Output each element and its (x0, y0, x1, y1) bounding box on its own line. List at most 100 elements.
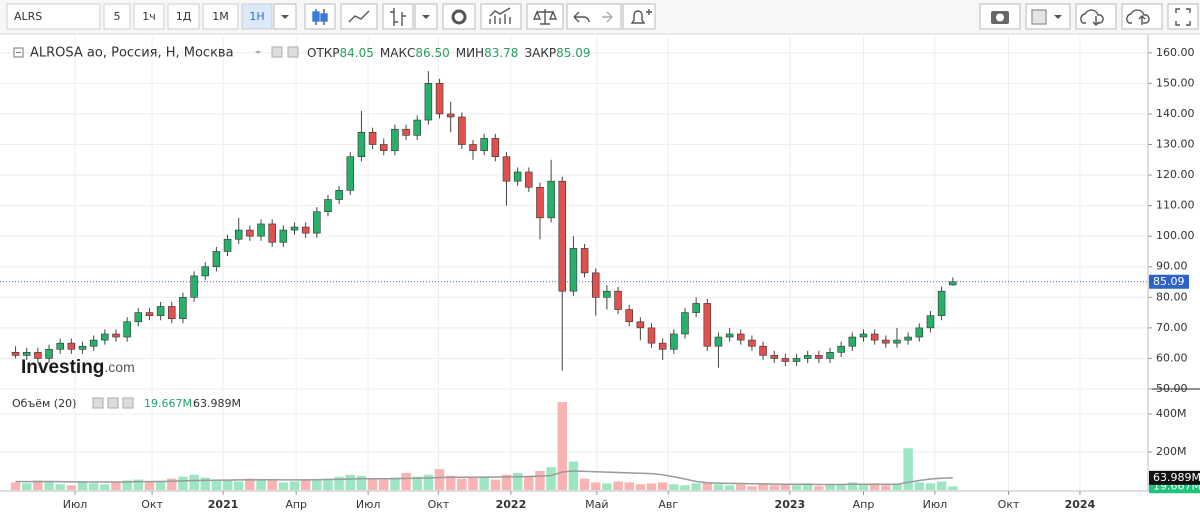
candle-body (257, 223, 265, 237)
x-tick-label: Июл (356, 498, 381, 511)
candle-button[interactable] (304, 3, 336, 30)
volume-bar (780, 484, 791, 490)
ohlc-name: МИН (456, 46, 484, 60)
volume-bar (211, 479, 222, 490)
candle-body (469, 144, 477, 151)
interval-label: 1Д (176, 10, 192, 23)
candle-body (324, 199, 332, 213)
volume-bar (21, 483, 32, 490)
y-tick-label: 110.00 (1156, 199, 1195, 212)
indicators-button[interactable] (480, 3, 522, 30)
fullscreen-button[interactable] (1167, 3, 1199, 30)
volume-bar (669, 484, 679, 490)
candle-body (313, 211, 321, 234)
volume-bar (245, 478, 255, 490)
bell-icon (630, 9, 652, 24)
volume-bar (100, 484, 110, 490)
volume-bar (490, 479, 501, 490)
candle-body (781, 358, 790, 362)
ohlc-legend: ОТКР84.05 МАКС86.50 МИН83.78 ЗАКР85.09 (307, 46, 590, 60)
candle-body (681, 312, 689, 335)
ohlc-name: ОТКР (307, 46, 340, 60)
candle-body (402, 128, 410, 136)
candle-body (915, 327, 924, 338)
candle-body (837, 345, 845, 353)
volume-bar (925, 483, 936, 490)
volume-bar (791, 485, 802, 490)
settings-icon[interactable] (287, 46, 299, 58)
candle-body (446, 113, 455, 118)
candle-body (279, 229, 288, 243)
line-button[interactable] (340, 3, 378, 30)
volume-bar (825, 484, 835, 490)
interval-button[interactable] (202, 3, 239, 30)
candle-body (368, 131, 377, 145)
x-tick-label: Апр (853, 498, 875, 511)
interval-button[interactable] (167, 3, 200, 30)
ohlc-value: 86.50 (415, 46, 449, 60)
interval-button[interactable] (133, 3, 165, 30)
candle-body (692, 303, 700, 313)
logo-name: Investing (21, 357, 104, 378)
candle-body (737, 333, 745, 341)
candle-body (580, 248, 589, 274)
interval-label: 1Н (249, 10, 264, 23)
interval-button[interactable] (241, 3, 273, 30)
candle-body (926, 315, 935, 329)
volume-bar (948, 486, 958, 490)
volume-bar (747, 486, 757, 490)
candle-body (101, 333, 109, 341)
volume-bar (814, 486, 824, 490)
volume-value: 19.667M (144, 397, 192, 410)
candle-body (770, 355, 779, 359)
last-price-tag (1149, 274, 1189, 289)
volume-bar (323, 478, 333, 490)
volume-bar (702, 482, 713, 490)
visibility-icon[interactable] (92, 397, 104, 409)
volume-bar (434, 469, 445, 490)
bar-button[interactable] (382, 3, 414, 30)
candle-body (848, 336, 857, 347)
instrument-title: ALROSA ао, Россия, Н, Москва (30, 46, 234, 61)
candle-body (558, 180, 567, 292)
visibility-icon[interactable] (271, 46, 283, 58)
candle-icon (312, 11, 320, 22)
symbol-input[interactable] (6, 3, 101, 30)
candle-body (145, 312, 154, 316)
volume-bar (111, 481, 121, 490)
volume-bar (881, 485, 891, 490)
volume-bar (479, 477, 489, 490)
candle-body (78, 345, 87, 350)
candle-body (379, 144, 388, 151)
volume-bar (133, 479, 144, 490)
volume-bar (680, 485, 690, 490)
candle-body (536, 186, 544, 219)
candle-body (34, 352, 42, 359)
close-icon[interactable] (122, 397, 134, 409)
volume-ma-value: 63.989M (193, 397, 241, 410)
volume-bar (758, 483, 768, 490)
y-tick-label: 100.00 (1156, 229, 1195, 242)
indicators-icon (489, 7, 511, 24)
volume-bar (167, 478, 177, 490)
volume-bar (222, 480, 233, 490)
toolbar-icons (273, 3, 1199, 30)
marks (0, 71, 1148, 490)
candle-body (703, 303, 712, 347)
grid (0, 36, 1152, 495)
caret (422, 15, 430, 19)
volume-bar (88, 483, 99, 490)
settings-button[interactable] (442, 3, 476, 30)
y-tick-label: 120.00 (1156, 168, 1195, 181)
gear-icon (451, 9, 467, 25)
last-price-label: 85.09 (1153, 275, 1185, 288)
volume-bar (289, 481, 300, 490)
caret (1054, 15, 1062, 19)
settings-icon[interactable] (107, 397, 119, 409)
x-tick-label: Авг (658, 498, 678, 511)
interval-button[interactable] (103, 3, 131, 30)
volume-bar (200, 477, 210, 490)
alert-button[interactable] (622, 3, 656, 30)
x-tick-label: 2021 (208, 498, 239, 511)
candle-body (826, 352, 834, 359)
